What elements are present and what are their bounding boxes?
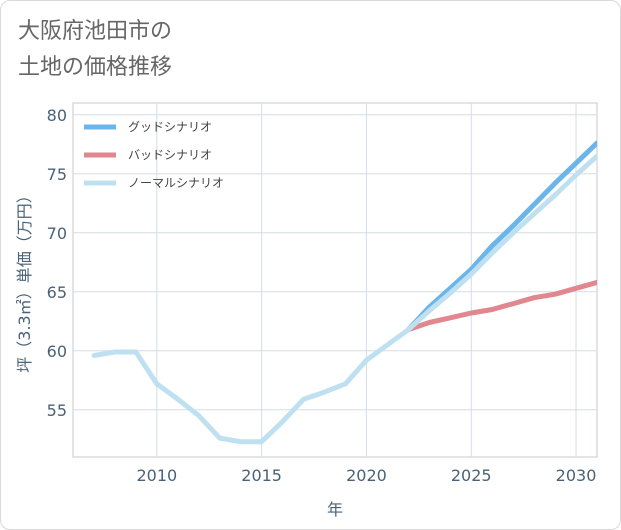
x-axis-title: 年 — [327, 500, 343, 519]
y-tick-label: 55 — [47, 401, 67, 420]
series-lines — [91, 140, 597, 445]
x-tick-label: 2030 — [556, 466, 597, 485]
chart-title: 大阪府池田市の 土地の価格推移 — [18, 14, 172, 86]
legend-label-0: グッドシナリオ — [128, 120, 212, 134]
y-axis-title: 坪（3.3㎡）単価（万円） — [15, 187, 34, 372]
series-line-0 — [405, 140, 597, 333]
legend-label-1: バッドシナリオ — [128, 148, 212, 162]
plot-area — [72, 102, 598, 458]
x-tick-label: 2025 — [451, 466, 492, 485]
y-axis-ticks: 55 60 65 70 75 80 — [47, 106, 67, 420]
grid-lines — [73, 103, 597, 457]
series-line-2 — [91, 153, 597, 445]
legend-label-2: ノーマルシナリオ — [128, 176, 224, 190]
chart-title-line-2: 土地の価格推移 — [18, 55, 173, 80]
y-tick-label: 70 — [47, 224, 67, 243]
chart-title-line-1: 大阪府池田市の — [18, 19, 173, 44]
y-tick-label: 65 — [47, 283, 67, 302]
y-tick-label: 75 — [47, 165, 67, 184]
x-tick-label: 2020 — [346, 466, 387, 485]
y-tick-label: 80 — [47, 106, 67, 125]
x-tick-label: 2010 — [136, 466, 177, 485]
x-axis-ticks: 2010 2015 2020 2025 2030 — [136, 466, 596, 485]
series-line-1 — [405, 279, 597, 333]
y-tick-label: 60 — [47, 342, 67, 361]
x-tick-label: 2015 — [241, 466, 282, 485]
